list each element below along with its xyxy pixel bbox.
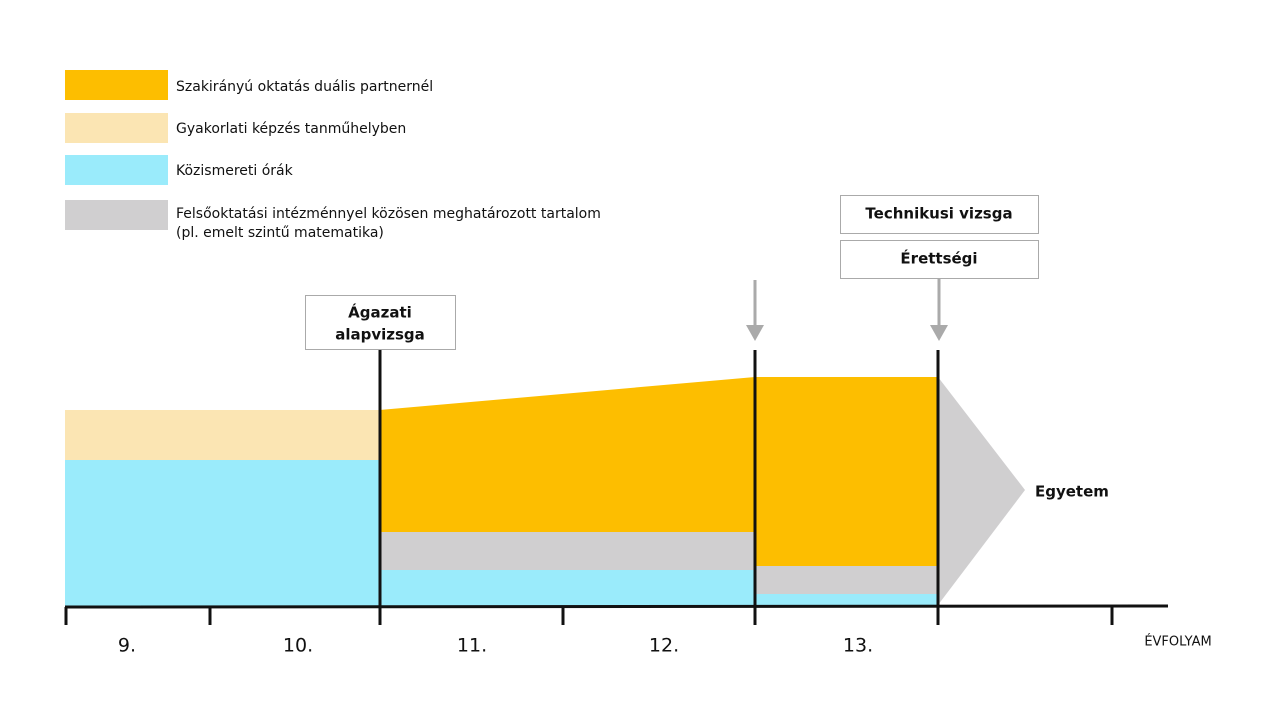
legend-label: Szakirányú oktatás duális partnernél	[176, 79, 433, 95]
legend-swatch	[65, 113, 168, 143]
pointer-arrow	[746, 278, 948, 341]
axis	[64, 350, 1169, 625]
year-label: 13.	[843, 635, 873, 657]
milestone-label: Ágazati	[348, 303, 412, 322]
year-label: 12.	[649, 635, 679, 657]
milestone-label: Technikusi vizsga	[865, 205, 1012, 223]
year-label: 10.	[283, 635, 313, 657]
milestone-label: alapvizsga	[335, 326, 425, 344]
legend-label: Közismereti órák	[176, 163, 294, 179]
legend-swatch	[65, 70, 168, 100]
dual-area	[755, 377, 938, 566]
legend-swatch	[65, 200, 168, 230]
general-area	[380, 570, 755, 607]
university-area	[380, 532, 755, 570]
workshop-area	[65, 410, 380, 460]
milestone-box	[840, 240, 1039, 279]
milestone-box	[305, 295, 456, 350]
year-label: 11.	[457, 635, 487, 657]
legend-label: Gyakorlati képzés tanműhelyben	[176, 121, 406, 137]
general-area	[755, 594, 938, 606]
university-area	[755, 566, 938, 594]
dual-area	[380, 377, 755, 532]
milestone-label: Érettségi	[900, 249, 977, 268]
legend-label: (pl. emelt szintű matematika)	[176, 225, 384, 241]
university-arrow	[938, 377, 1025, 605]
axis-label: ÉVFOLYAM	[1144, 634, 1211, 650]
milestone-box	[840, 195, 1039, 234]
legend-label: Felsőoktatási intézménnyel közösen megha…	[176, 206, 601, 222]
general-area	[65, 460, 380, 607]
year-label: 9.	[118, 635, 136, 657]
destination-label: Egyetem	[1035, 483, 1109, 501]
legend-swatch	[65, 155, 168, 185]
